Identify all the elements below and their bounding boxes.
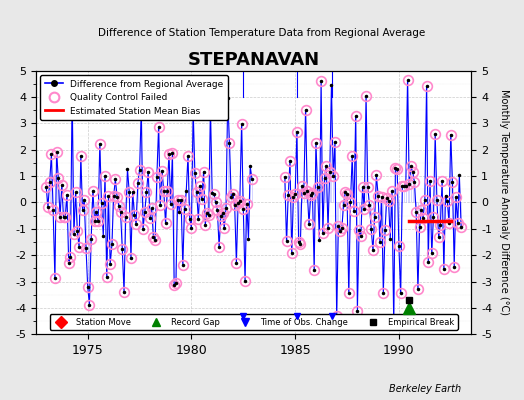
Text: Difference of Station Temperature Data from Regional Average: Difference of Station Temperature Data f… — [99, 28, 425, 38]
Title: STEPANAVAN: STEPANAVAN — [188, 51, 320, 69]
Text: Berkeley Earth: Berkeley Earth — [389, 384, 461, 394]
Y-axis label: Monthly Temperature Anomaly Difference (°C): Monthly Temperature Anomaly Difference (… — [499, 90, 509, 316]
Legend: Station Move, Record Gap, Time of Obs. Change, Empirical Break: Station Move, Record Gap, Time of Obs. C… — [50, 314, 457, 330]
